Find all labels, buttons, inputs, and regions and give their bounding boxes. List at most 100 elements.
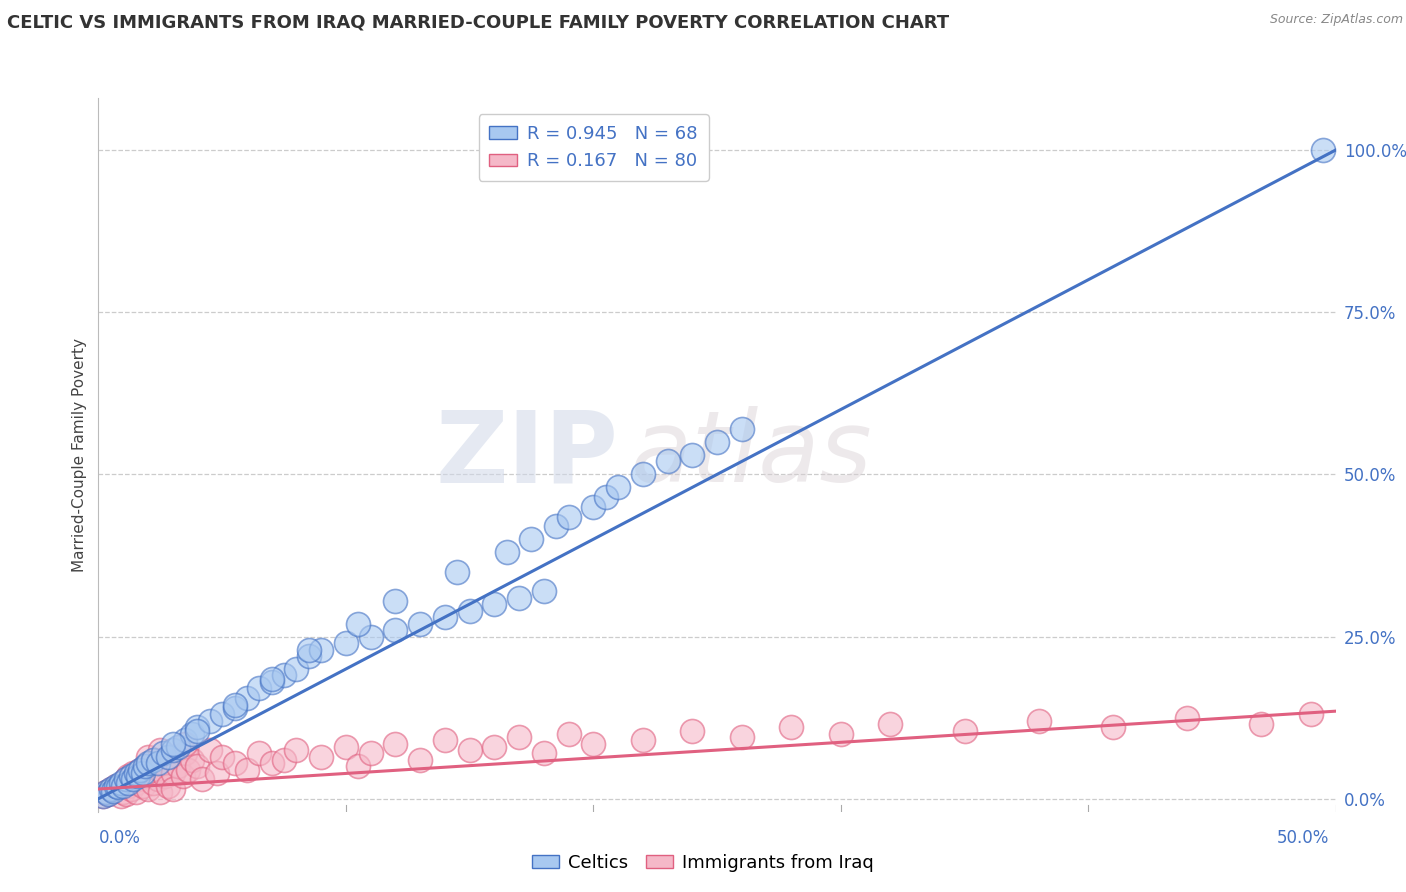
Point — [706, 434, 728, 449]
Point — [120, 769, 142, 783]
Point — [780, 720, 803, 734]
Point — [181, 727, 204, 741]
Point — [830, 727, 852, 741]
Point — [155, 769, 177, 783]
Point — [93, 789, 115, 803]
Point — [162, 765, 184, 780]
Point — [124, 765, 146, 780]
Point — [595, 490, 617, 504]
Point — [731, 422, 754, 436]
Point — [582, 500, 605, 514]
Point — [124, 775, 146, 789]
Point — [198, 743, 221, 757]
Point — [156, 779, 179, 793]
Point — [1102, 720, 1125, 734]
Text: 50.0%: 50.0% — [1277, 829, 1329, 847]
Text: 0.0%: 0.0% — [98, 829, 141, 847]
Point — [129, 763, 152, 777]
Point — [149, 763, 172, 777]
Point — [285, 662, 308, 676]
Point — [236, 691, 259, 706]
Point — [107, 780, 129, 794]
Point — [247, 681, 270, 696]
Point — [117, 775, 139, 789]
Point — [103, 784, 125, 798]
Point — [191, 772, 214, 787]
Point — [181, 753, 204, 767]
Point — [260, 675, 283, 690]
Text: CELTIC VS IMMIGRANTS FROM IRAQ MARRIED-COUPLE FAMILY POVERTY CORRELATION CHART: CELTIC VS IMMIGRANTS FROM IRAQ MARRIED-C… — [7, 13, 949, 31]
Point — [384, 594, 406, 608]
Point — [152, 747, 174, 761]
Point — [132, 765, 155, 780]
Point — [107, 780, 129, 794]
Point — [557, 509, 579, 524]
Point — [142, 775, 165, 789]
Point — [433, 733, 456, 747]
Point — [136, 749, 159, 764]
Point — [273, 753, 295, 767]
Point — [224, 698, 246, 712]
Point — [582, 737, 605, 751]
Point — [260, 756, 283, 770]
Point — [149, 785, 172, 799]
Point — [136, 756, 159, 770]
Point — [347, 616, 370, 631]
Point — [143, 753, 166, 767]
Point — [120, 782, 142, 797]
Point — [134, 769, 156, 783]
Point — [186, 723, 208, 738]
Point — [335, 636, 357, 650]
Point — [110, 775, 132, 789]
Point — [122, 772, 145, 787]
Point — [114, 772, 136, 787]
Point — [360, 747, 382, 761]
Point — [124, 785, 146, 799]
Point — [176, 763, 198, 777]
Point — [132, 779, 155, 793]
Point — [156, 749, 179, 764]
Point — [103, 784, 125, 798]
Point — [159, 749, 181, 764]
Point — [162, 743, 184, 757]
Point — [484, 597, 506, 611]
Point — [93, 789, 115, 803]
Point — [520, 533, 543, 547]
Text: ZIP: ZIP — [436, 407, 619, 503]
Point — [533, 584, 555, 599]
Point — [557, 727, 579, 741]
Point — [172, 769, 194, 783]
Point — [1250, 717, 1272, 731]
Point — [205, 765, 228, 780]
Point — [104, 779, 127, 793]
Point — [273, 668, 295, 682]
Point — [347, 759, 370, 773]
Point — [174, 747, 197, 761]
Point — [174, 733, 197, 747]
Point — [1312, 143, 1334, 157]
Point — [162, 782, 184, 797]
Point — [129, 763, 152, 777]
Point — [112, 779, 135, 793]
Point — [112, 785, 135, 799]
Point — [236, 763, 259, 777]
Point — [285, 743, 308, 757]
Point — [224, 756, 246, 770]
Point — [1299, 707, 1322, 722]
Point — [681, 448, 703, 462]
Point — [117, 779, 139, 793]
Point — [94, 785, 117, 799]
Point — [211, 749, 233, 764]
Point — [136, 782, 159, 797]
Point — [146, 772, 169, 787]
Point — [104, 779, 127, 793]
Point — [224, 701, 246, 715]
Point — [186, 759, 208, 773]
Point — [309, 642, 332, 657]
Text: Source: ZipAtlas.com: Source: ZipAtlas.com — [1270, 13, 1403, 27]
Point — [360, 630, 382, 644]
Point — [114, 772, 136, 787]
Point — [879, 717, 901, 731]
Point — [162, 737, 184, 751]
Point — [166, 759, 188, 773]
